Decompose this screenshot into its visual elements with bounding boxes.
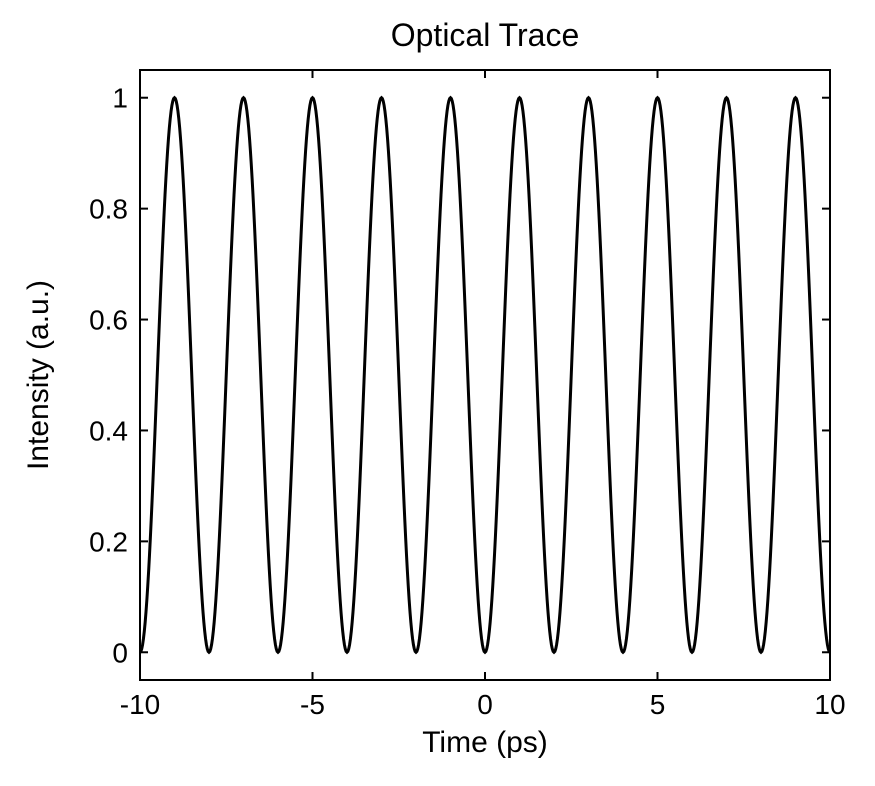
chart-title: Optical Trace (391, 17, 580, 53)
y-tick-label: 0.2 (89, 526, 128, 557)
x-tick-label: 0 (477, 689, 493, 720)
y-tick-label: 0.4 (89, 415, 128, 446)
x-tick-label: -10 (120, 689, 160, 720)
x-tick-label: -5 (300, 689, 325, 720)
y-tick-label: 0 (112, 637, 128, 668)
y-tick-label: 1 (112, 83, 128, 114)
x-tick-label: 10 (814, 689, 845, 720)
y-axis-label: Intensity (a.u.) (22, 280, 55, 470)
y-tick-label: 0.8 (89, 194, 128, 225)
optical-trace-chart: Optical Trace -10 -5 0 5 10 0 0.2 0.4 0.6 0.8 1 Time… (0, 0, 875, 786)
x-tick-label: 5 (650, 689, 666, 720)
x-axis-label: Time (ps) (422, 726, 548, 759)
y-tick-label: 0.6 (89, 305, 128, 336)
chart-container: Optical Trace -10 -5 0 5 10 0 0.2 0.4 0.6 0.8 1 Time… (0, 0, 875, 786)
